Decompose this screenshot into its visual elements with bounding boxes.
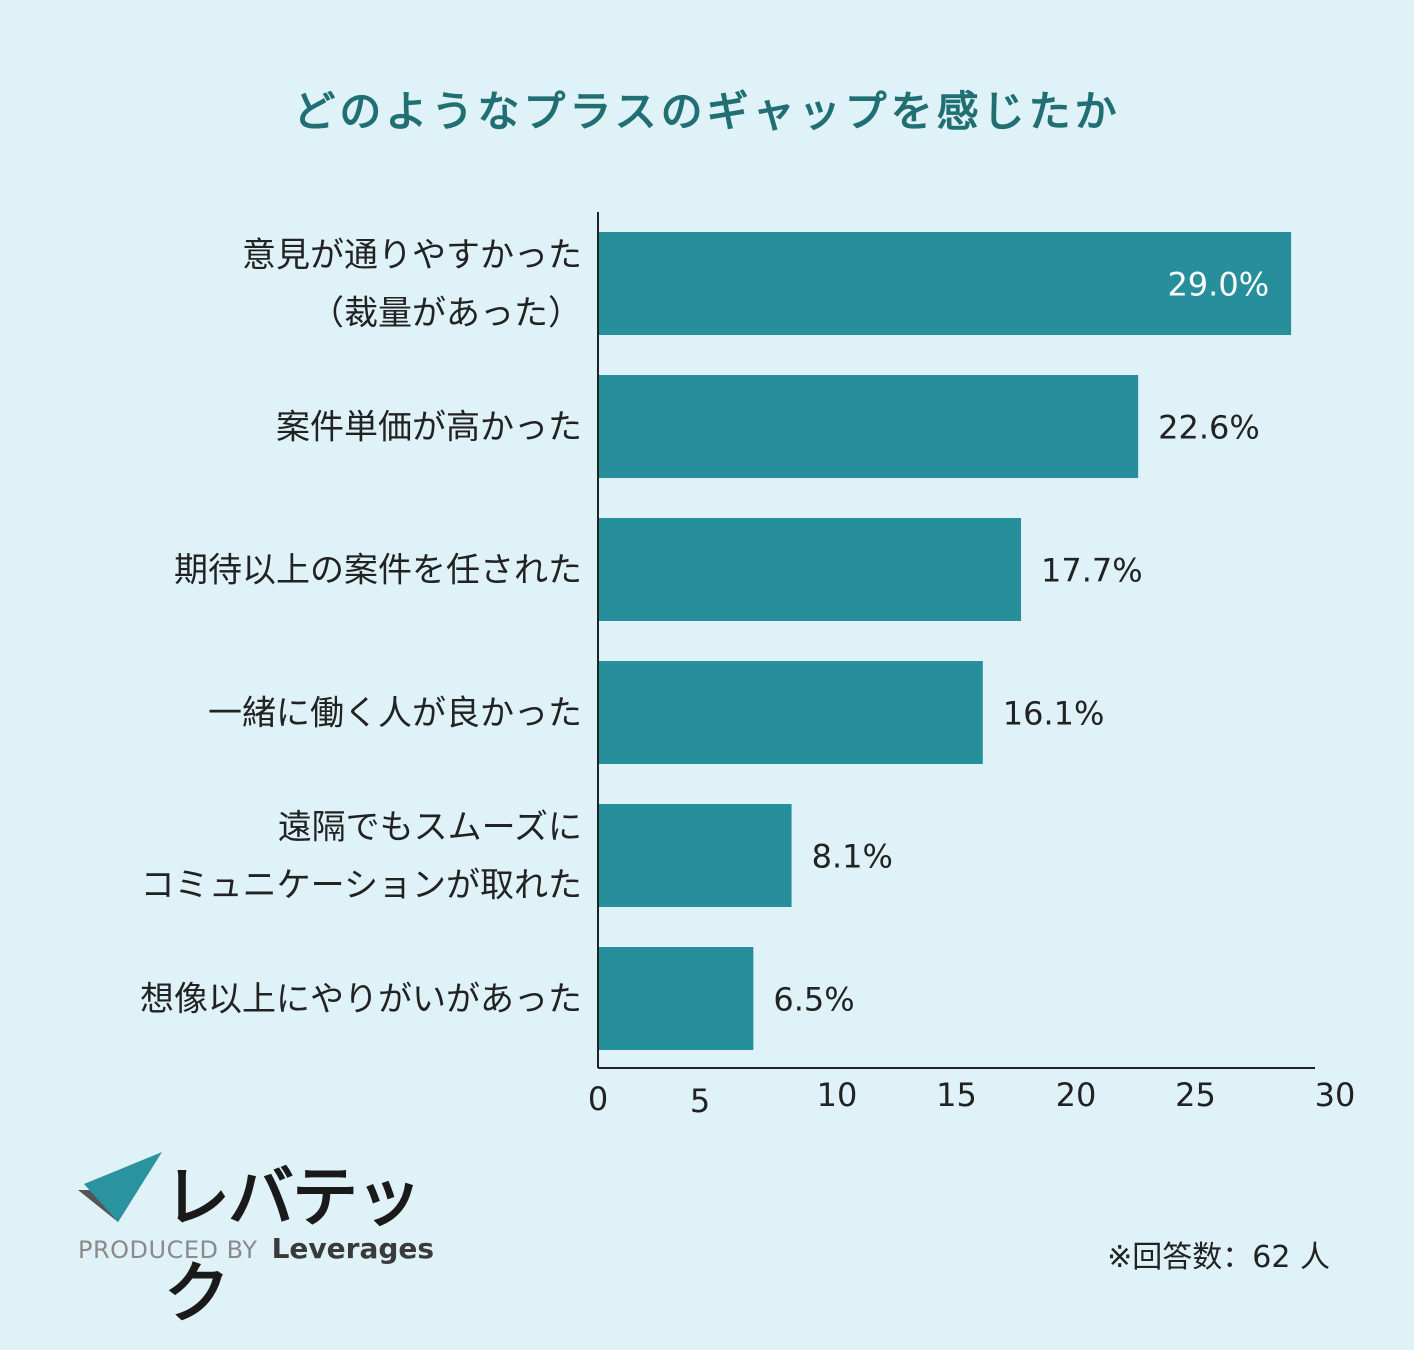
bar — [598, 661, 983, 764]
category-label: コミュニケーションが取れた — [141, 866, 582, 906]
chart-title: どのようなプラスのギャップを感じたか — [293, 87, 1121, 136]
bar-value-label: 16.1% — [1003, 695, 1105, 733]
bar — [598, 947, 754, 1050]
brand-logo: レバテック PRODUCED BY Leverages — [78, 1150, 438, 1332]
produced-by-org: Leverages — [271, 1232, 435, 1265]
x-tick-label: 5 — [690, 1082, 710, 1120]
bar — [598, 375, 1139, 478]
bar-value-label: 6.5% — [773, 981, 854, 1019]
category-label: 案件単価が高かった — [276, 408, 582, 448]
x-tick-label: 25 — [1175, 1076, 1216, 1114]
brand-mark-icon — [78, 1152, 162, 1222]
respondent-count-note: ※回答数：62 人 — [1107, 1240, 1330, 1275]
bar-value-label: 29.0% — [1167, 266, 1269, 304]
category-label: 遠隔でもスムーズに — [278, 808, 582, 848]
category-label: 期待以上の案件を任された — [174, 551, 582, 591]
category-label: 意見が通りやすかった — [242, 236, 582, 276]
x-tick-label: 10 — [817, 1076, 858, 1114]
category-label: （裁量があった） — [310, 294, 582, 334]
bar-value-label: 8.1% — [812, 838, 893, 876]
brand-name: レバテック — [164, 1159, 422, 1332]
produced-by: PRODUCED BY Leverages — [78, 1232, 434, 1265]
bar-value-label: 17.7% — [1041, 552, 1143, 590]
x-tick-label: 30 — [1315, 1076, 1356, 1114]
bar-value-label: 22.6% — [1158, 409, 1260, 447]
x-tick-label: 15 — [936, 1076, 977, 1114]
bar — [598, 804, 792, 907]
x-tick-label: 0 — [588, 1080, 608, 1118]
produced-by-text: PRODUCED BY — [78, 1236, 258, 1264]
bar — [598, 518, 1022, 621]
category-label: 想像以上にやりがいがあった — [140, 980, 582, 1020]
bar-chart: 29.0% 意見が通りやすかった （裁量があった） 22.6% 案件単価が高かった 17.… — [140, 212, 1356, 1120]
category-label: 一緒に働く人が良かった — [208, 694, 582, 734]
bar — [598, 232, 1292, 335]
x-tick-label: 20 — [1056, 1076, 1097, 1114]
